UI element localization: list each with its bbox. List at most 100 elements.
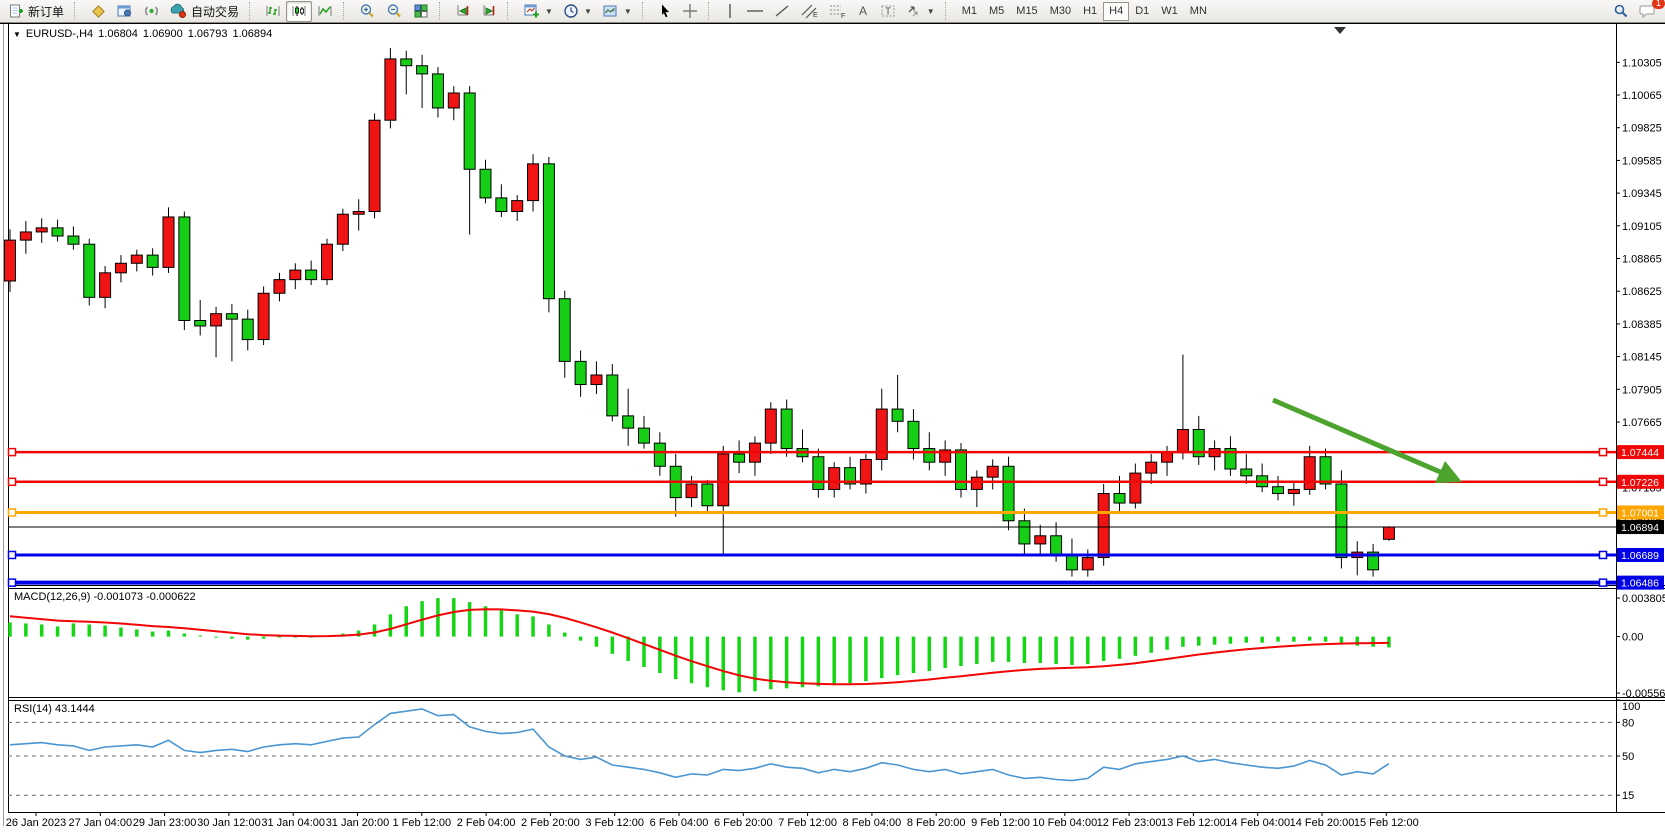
hline-handle[interactable] bbox=[7, 508, 17, 517]
chart-shift-marker[interactable] bbox=[1334, 27, 1346, 34]
candle-bullish bbox=[1303, 456, 1316, 490]
chart-shift-button[interactable] bbox=[476, 1, 502, 22]
timeframe-button-M1[interactable]: M1 bbox=[961, 5, 977, 18]
candle-bearish bbox=[431, 73, 444, 109]
toolbar-separator bbox=[707, 2, 715, 20]
hline-handle[interactable] bbox=[7, 578, 17, 587]
hline-handle[interactable] bbox=[1598, 447, 1608, 457]
hline-handle[interactable] bbox=[1598, 508, 1608, 517]
zoom-in-button[interactable] bbox=[354, 1, 381, 22]
zoom-out-button[interactable] bbox=[381, 1, 408, 22]
chevron-down-icon: ▼ bbox=[545, 6, 553, 16]
macd-tick-label: 0.003805 bbox=[1622, 593, 1665, 605]
auto-trading-button[interactable]: 自动交易 bbox=[165, 1, 244, 22]
chat-button[interactable]: 1 bbox=[1634, 0, 1665, 22]
equidistant-channel-button[interactable]: E bbox=[795, 1, 823, 22]
horizontal-line-button[interactable] bbox=[741, 1, 769, 22]
auto-scroll-button[interactable] bbox=[450, 1, 476, 22]
timeframe-button-M15[interactable]: M15 bbox=[1016, 5, 1038, 18]
navigator-icon bbox=[145, 6, 158, 16]
timeframe-button-W1[interactable]: W1 bbox=[1161, 5, 1178, 18]
templates-icon bbox=[603, 5, 617, 17]
candlestick-chart-button[interactable] bbox=[286, 0, 313, 22]
candle-bearish bbox=[1272, 486, 1284, 495]
hline-handle[interactable] bbox=[7, 447, 17, 457]
auto-trading-icon bbox=[170, 3, 187, 18]
timeframe-button-M30[interactable]: M30 bbox=[1049, 5, 1072, 18]
trendline-button[interactable] bbox=[769, 1, 795, 22]
hline-handle[interactable] bbox=[1598, 578, 1608, 587]
timeframe-button-H4[interactable]: H4 bbox=[1103, 1, 1130, 21]
navigator-button[interactable] bbox=[138, 1, 165, 22]
new-order-button[interactable]: 新订单 bbox=[4, 1, 69, 22]
market-watch-button[interactable] bbox=[85, 1, 111, 22]
hline-handle[interactable] bbox=[1598, 477, 1608, 487]
candle-bullish bbox=[828, 467, 841, 490]
data-window-icon bbox=[117, 5, 132, 17]
price-tick-label: 1.10305 bbox=[1622, 57, 1662, 69]
candle-bearish bbox=[225, 313, 238, 320]
crosshair-button[interactable] bbox=[677, 1, 703, 22]
timeframe-button-MN[interactable]: MN bbox=[1189, 5, 1207, 18]
toolbar-separator bbox=[641, 2, 649, 20]
periods-dropdown[interactable]: ▼ bbox=[558, 1, 597, 22]
time-tick-label: 9 Feb 12:00 bbox=[971, 817, 1030, 829]
hline-price-label bbox=[1617, 547, 1664, 562]
candle-bullish bbox=[1034, 535, 1047, 545]
toolbar-separator bbox=[74, 2, 81, 20]
new-chart-dropdown[interactable]: ▼ bbox=[518, 1, 558, 22]
svg-text:F: F bbox=[841, 13, 845, 19]
text-button[interactable]: A bbox=[851, 1, 875, 22]
timeframe-button-M5[interactable]: M5 bbox=[989, 5, 1005, 18]
candle-bearish bbox=[194, 320, 207, 327]
market-watch-icon bbox=[92, 5, 105, 18]
arrows-dropdown[interactable]: ▼ bbox=[901, 1, 940, 22]
chart-plot-area[interactable] bbox=[8, 24, 1616, 585]
candle-bullish bbox=[764, 408, 777, 444]
timeframe-button-H1[interactable]: H1 bbox=[1083, 5, 1098, 18]
candle-bullish bbox=[1145, 461, 1158, 474]
candle-bullish bbox=[99, 272, 112, 298]
candle-bullish bbox=[447, 92, 460, 109]
tile-windows-button[interactable] bbox=[408, 1, 434, 22]
trend-arrow-shaft[interactable] bbox=[1272, 397, 1446, 477]
price-tick-label: 1.08625 bbox=[1622, 286, 1662, 298]
templates-dropdown[interactable]: ▼ bbox=[597, 1, 637, 22]
candle-bullish bbox=[1129, 472, 1142, 504]
text-label-button[interactable]: T bbox=[875, 1, 901, 22]
toolbar-separator bbox=[439, 2, 446, 20]
chart-collapse-arrow-icon[interactable]: ▼ bbox=[13, 29, 21, 39]
candle-bearish bbox=[955, 449, 967, 490]
price-tick-label: 1.09345 bbox=[1622, 188, 1662, 200]
candle-bullish bbox=[273, 279, 286, 294]
rsi-label: RSI(14) 43.1444 bbox=[14, 703, 95, 715]
hline-handle[interactable] bbox=[7, 477, 17, 487]
chevron-down-icon: ▼ bbox=[623, 6, 632, 16]
candle-bearish bbox=[558, 298, 571, 362]
candle-bearish bbox=[923, 448, 936, 463]
candle-bullish bbox=[685, 483, 698, 499]
vertical-line-button[interactable] bbox=[719, 1, 741, 22]
data-window-button[interactable] bbox=[111, 1, 138, 22]
zoom-in-icon bbox=[360, 4, 374, 18]
hline-handle[interactable] bbox=[7, 550, 17, 560]
rsi-tick-label: 50 bbox=[1622, 751, 1634, 763]
main-toolbar: 新订单 自动交易 bbox=[0, 0, 1665, 23]
line-chart-button[interactable] bbox=[312, 1, 338, 22]
candle-bullish bbox=[1097, 493, 1110, 559]
zoom-out-icon bbox=[387, 4, 401, 18]
hline-handle[interactable] bbox=[1598, 550, 1608, 560]
cursor-button[interactable] bbox=[653, 1, 677, 22]
bar-chart-button[interactable] bbox=[260, 1, 286, 22]
candle-bullish bbox=[19, 231, 32, 241]
rsi-tick-label: 100 bbox=[1622, 701, 1640, 713]
trend-arrow-head[interactable] bbox=[1435, 461, 1462, 483]
timeframe-button-D1[interactable]: D1 bbox=[1135, 5, 1150, 18]
candle-bearish bbox=[400, 58, 413, 67]
search-button[interactable] bbox=[1608, 1, 1634, 22]
time-tick-label: 10 Feb 04:00 bbox=[1032, 817, 1097, 829]
candle-bullish bbox=[162, 216, 175, 268]
fibonacci-button[interactable]: F bbox=[823, 1, 851, 22]
time-tick-label: 8 Feb 04:00 bbox=[843, 817, 902, 829]
